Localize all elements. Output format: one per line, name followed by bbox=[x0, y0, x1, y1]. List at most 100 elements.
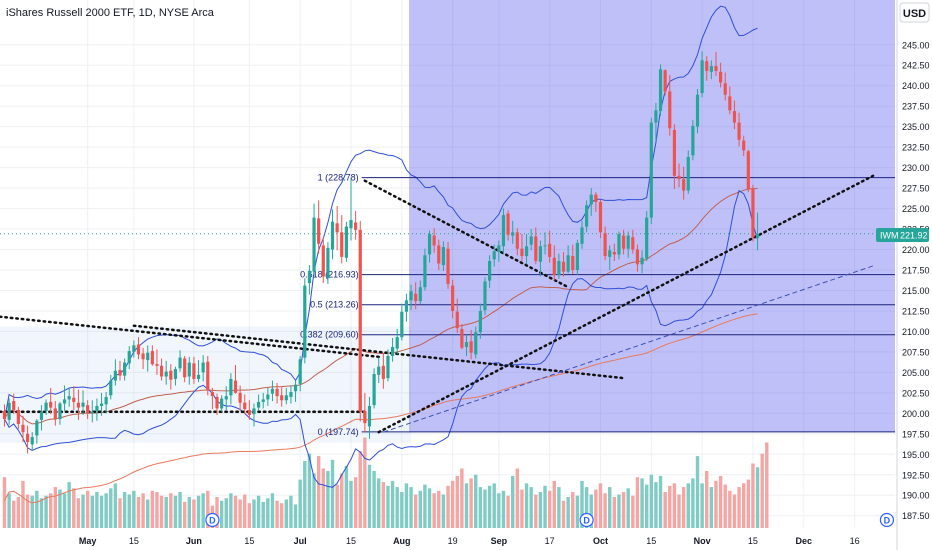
volume-bar bbox=[303, 461, 307, 528]
candle-body bbox=[53, 408, 57, 420]
price-tick-label: 230.00 bbox=[902, 163, 930, 173]
candle-body bbox=[464, 342, 469, 347]
volume-bar bbox=[543, 485, 547, 528]
volume-bar bbox=[7, 493, 11, 528]
volume-bar bbox=[293, 504, 298, 528]
candle-body bbox=[72, 397, 76, 402]
volume-bar bbox=[67, 482, 71, 528]
candle-body bbox=[62, 399, 67, 404]
candle-body bbox=[654, 110, 658, 123]
volume-bar bbox=[575, 495, 580, 528]
volume-bar bbox=[270, 493, 275, 528]
candle-body bbox=[178, 357, 182, 369]
currency-label: USD bbox=[903, 8, 926, 20]
volume-bar bbox=[136, 497, 141, 528]
candle-body bbox=[326, 247, 330, 279]
volume-bar bbox=[284, 499, 289, 528]
time-tick-label: Dec bbox=[796, 536, 813, 546]
volume-bar bbox=[631, 495, 635, 528]
volume-bar bbox=[58, 489, 62, 528]
volume-bar bbox=[372, 470, 376, 528]
volume-bar bbox=[307, 453, 312, 528]
volume-bar bbox=[455, 475, 459, 528]
volume-bar bbox=[289, 495, 293, 528]
candle-body bbox=[543, 245, 547, 247]
time-tick-label: 15 bbox=[748, 536, 758, 546]
volume-bar bbox=[732, 494, 737, 528]
volume-bar bbox=[215, 497, 219, 528]
volume-bar bbox=[668, 485, 672, 528]
volume-bar bbox=[520, 489, 524, 528]
volume-bar bbox=[169, 493, 173, 528]
candle-body bbox=[469, 341, 473, 353]
currency-button[interactable]: USD bbox=[899, 2, 930, 23]
candle-body bbox=[363, 410, 367, 424]
candle-body bbox=[123, 362, 127, 376]
volume-bar bbox=[427, 488, 432, 528]
volume-bar bbox=[635, 477, 640, 528]
dividend-marker-icon[interactable] bbox=[879, 512, 895, 528]
trendline-dashed bbox=[383, 265, 874, 433]
dividend-marker-icon[interactable] bbox=[579, 512, 594, 528]
candle-body bbox=[49, 401, 53, 408]
volume-bar bbox=[511, 475, 515, 528]
volume-bar bbox=[705, 470, 709, 528]
volume-bar bbox=[589, 494, 593, 528]
time-tick-label: 15 bbox=[129, 536, 139, 546]
volume-bar bbox=[640, 478, 644, 528]
volume-bar bbox=[377, 478, 381, 528]
price-tick-label: 200.00 bbox=[902, 409, 930, 419]
candle-body bbox=[349, 220, 353, 229]
volume-bar bbox=[2, 477, 7, 528]
volume-bar bbox=[742, 483, 746, 528]
volume-bar bbox=[16, 497, 21, 528]
volume-bar bbox=[561, 500, 566, 528]
volume-bar bbox=[155, 492, 159, 528]
candle-body bbox=[95, 405, 99, 411]
candle-body bbox=[39, 411, 44, 420]
volume-bar bbox=[594, 489, 598, 528]
candle-body bbox=[30, 437, 34, 445]
volume-bar bbox=[644, 484, 649, 528]
volume-bar bbox=[400, 492, 404, 528]
volume-bar bbox=[261, 501, 265, 528]
candle-body bbox=[529, 236, 533, 245]
candle-body bbox=[247, 410, 251, 415]
candle-body bbox=[700, 60, 704, 94]
candle-body bbox=[192, 363, 196, 379]
candle-body bbox=[275, 388, 279, 397]
candle-body bbox=[16, 410, 20, 424]
time-tick-label: 19 bbox=[448, 536, 458, 546]
candle-body bbox=[35, 420, 39, 436]
price-tick-label: 210.00 bbox=[902, 327, 930, 337]
volume-bar bbox=[469, 478, 473, 528]
candle-body bbox=[561, 261, 566, 272]
volume-bar bbox=[95, 492, 99, 528]
candle-body bbox=[215, 396, 219, 409]
candle-body bbox=[58, 403, 62, 420]
price-tick-label: 235.00 bbox=[902, 122, 930, 132]
price-tick-label: 220.00 bbox=[902, 245, 930, 255]
volume-bar bbox=[460, 468, 464, 528]
candle-body bbox=[344, 226, 348, 258]
candle-body bbox=[335, 223, 339, 233]
volume-bar bbox=[598, 483, 603, 528]
volume-bar bbox=[718, 475, 723, 528]
price-tick-label: 217.50 bbox=[902, 266, 930, 276]
candle-body bbox=[409, 291, 413, 301]
price-tag-value: 221.92 bbox=[900, 231, 928, 241]
candle-body bbox=[386, 356, 390, 379]
candle-body bbox=[400, 311, 404, 338]
candle-body bbox=[497, 245, 501, 252]
candle-body bbox=[404, 300, 409, 312]
volume-bar bbox=[492, 483, 496, 528]
volume-bar bbox=[658, 475, 663, 528]
candle-body bbox=[266, 394, 270, 400]
time-tick-label: 15 bbox=[646, 536, 656, 546]
price-tag: IWM 221.92 bbox=[876, 228, 929, 242]
candle-body bbox=[164, 371, 168, 377]
candle-body bbox=[663, 70, 667, 92]
dividend-marker-icon[interactable] bbox=[205, 512, 220, 528]
